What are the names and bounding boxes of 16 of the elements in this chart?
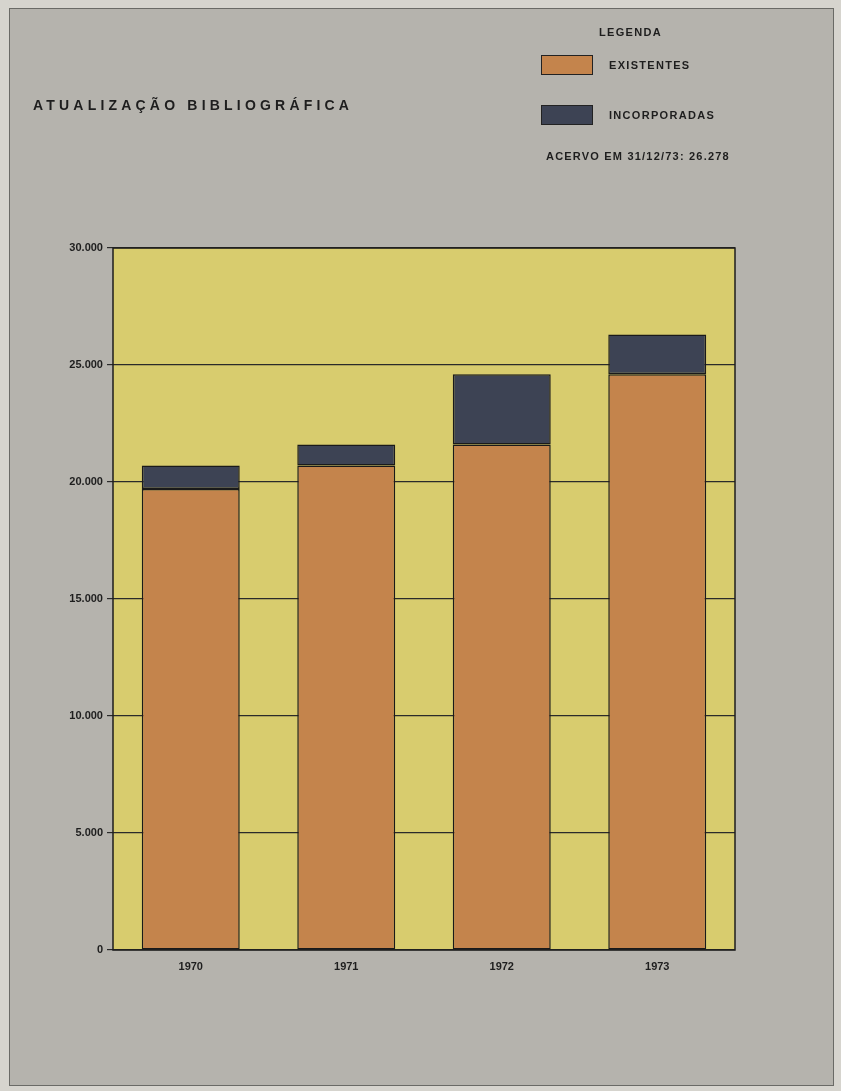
x-tick-label: 1973	[645, 959, 670, 972]
chart-title: ATUALIZAÇÃO BIBLIOGRÁFICA	[33, 97, 354, 113]
y-tick-label: 10.000	[69, 709, 103, 722]
y-tick-label: 5.000	[75, 826, 103, 839]
x-tick-label: 1971	[334, 959, 359, 972]
y-tick-label: 15.000	[69, 592, 103, 605]
text: ACERVO EM 31/12/73: 26.278	[546, 150, 730, 162]
y-tick-label: 0	[96, 943, 103, 956]
x-tick-label: 1972	[489, 959, 514, 972]
legend-label: INCORPORADAS	[609, 109, 716, 121]
y-tick-label: 30.000	[69, 241, 103, 254]
y-tick-label: 20.000	[69, 475, 103, 488]
legend-title: LEGENDA	[599, 26, 663, 38]
x-tick-label: 1970	[178, 959, 203, 972]
y-tick-label: 25.000	[69, 358, 103, 371]
legend-label: EXISTENTES	[609, 59, 691, 71]
